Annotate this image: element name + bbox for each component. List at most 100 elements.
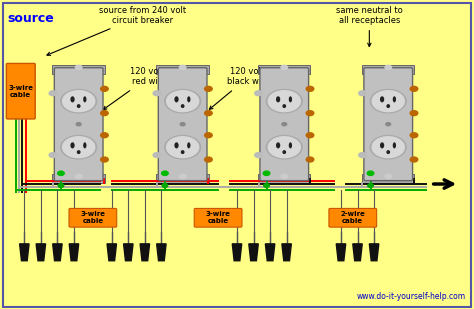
Circle shape [164, 90, 201, 113]
Text: 2-wire
cable: 2-wire cable [340, 211, 365, 224]
Ellipse shape [386, 104, 390, 108]
Bar [258, 65, 310, 74]
Circle shape [63, 137, 95, 158]
Circle shape [162, 171, 168, 176]
Circle shape [61, 90, 97, 113]
Circle shape [368, 184, 374, 187]
Circle shape [49, 91, 57, 96]
Circle shape [370, 136, 406, 159]
Polygon shape [107, 244, 117, 261]
Bar [156, 65, 209, 74]
Polygon shape [353, 244, 362, 261]
Circle shape [264, 184, 269, 187]
FancyBboxPatch shape [55, 68, 103, 181]
Bar [156, 174, 209, 183]
Circle shape [306, 87, 314, 91]
Ellipse shape [187, 96, 191, 102]
Polygon shape [53, 244, 62, 261]
Circle shape [370, 90, 406, 113]
Circle shape [153, 153, 161, 158]
Circle shape [164, 136, 201, 159]
Circle shape [282, 123, 287, 126]
Circle shape [410, 111, 418, 116]
Circle shape [306, 157, 314, 162]
Ellipse shape [77, 150, 81, 154]
Ellipse shape [289, 142, 292, 148]
Circle shape [255, 91, 262, 96]
Ellipse shape [71, 96, 75, 102]
Circle shape [166, 137, 199, 158]
Circle shape [100, 133, 108, 138]
FancyBboxPatch shape [364, 68, 412, 181]
Ellipse shape [181, 150, 184, 154]
Circle shape [179, 174, 186, 179]
Ellipse shape [276, 96, 280, 102]
Circle shape [306, 133, 314, 138]
Circle shape [266, 136, 302, 159]
Circle shape [281, 174, 288, 179]
FancyBboxPatch shape [6, 63, 35, 119]
Circle shape [359, 153, 366, 158]
Ellipse shape [71, 142, 75, 148]
Circle shape [75, 174, 82, 179]
Text: source from 240 volt
circuit breaker: source from 240 volt circuit breaker [47, 6, 186, 55]
Circle shape [385, 65, 392, 70]
Circle shape [205, 157, 212, 162]
Circle shape [58, 171, 64, 176]
Circle shape [49, 153, 57, 158]
Circle shape [205, 133, 212, 138]
Text: same neutral to
all receptacles: same neutral to all receptacles [336, 6, 403, 47]
Ellipse shape [181, 104, 184, 108]
Circle shape [281, 65, 288, 70]
FancyBboxPatch shape [260, 68, 309, 181]
Polygon shape [156, 244, 166, 261]
Polygon shape [140, 244, 150, 261]
Circle shape [266, 90, 302, 113]
Circle shape [180, 123, 185, 126]
Circle shape [263, 171, 270, 176]
Ellipse shape [393, 142, 396, 148]
Ellipse shape [380, 142, 384, 148]
Polygon shape [369, 244, 379, 261]
Polygon shape [265, 244, 275, 261]
Circle shape [100, 111, 108, 116]
Polygon shape [249, 244, 258, 261]
Circle shape [166, 91, 199, 112]
Circle shape [372, 137, 404, 158]
Circle shape [76, 123, 81, 126]
Ellipse shape [187, 142, 191, 148]
Circle shape [179, 65, 186, 70]
Circle shape [306, 111, 314, 116]
Ellipse shape [83, 142, 86, 148]
Circle shape [410, 133, 418, 138]
Ellipse shape [289, 96, 292, 102]
Polygon shape [19, 244, 29, 261]
FancyBboxPatch shape [158, 68, 207, 181]
Circle shape [153, 91, 161, 96]
Polygon shape [69, 244, 79, 261]
Circle shape [386, 123, 391, 126]
Bar [53, 65, 105, 74]
Circle shape [385, 174, 392, 179]
Circle shape [100, 157, 108, 162]
Circle shape [410, 157, 418, 162]
Circle shape [75, 65, 82, 70]
Text: 3-wire
cable: 3-wire cable [81, 211, 105, 224]
FancyBboxPatch shape [69, 209, 117, 227]
Ellipse shape [83, 96, 86, 102]
Circle shape [268, 91, 301, 112]
FancyBboxPatch shape [194, 209, 242, 227]
Circle shape [268, 137, 301, 158]
Polygon shape [336, 244, 346, 261]
Ellipse shape [276, 142, 280, 148]
Polygon shape [124, 244, 133, 261]
Text: 3-wire
cable: 3-wire cable [8, 85, 33, 98]
Circle shape [61, 136, 97, 159]
Circle shape [367, 171, 374, 176]
Ellipse shape [283, 104, 286, 108]
Ellipse shape [386, 150, 390, 154]
Circle shape [255, 153, 262, 158]
Text: www.do-it-yourself-help.com: www.do-it-yourself-help.com [357, 292, 466, 301]
Text: 3-wire
cable: 3-wire cable [206, 211, 230, 224]
Text: 120 volts
red wire: 120 volts red wire [103, 67, 169, 110]
